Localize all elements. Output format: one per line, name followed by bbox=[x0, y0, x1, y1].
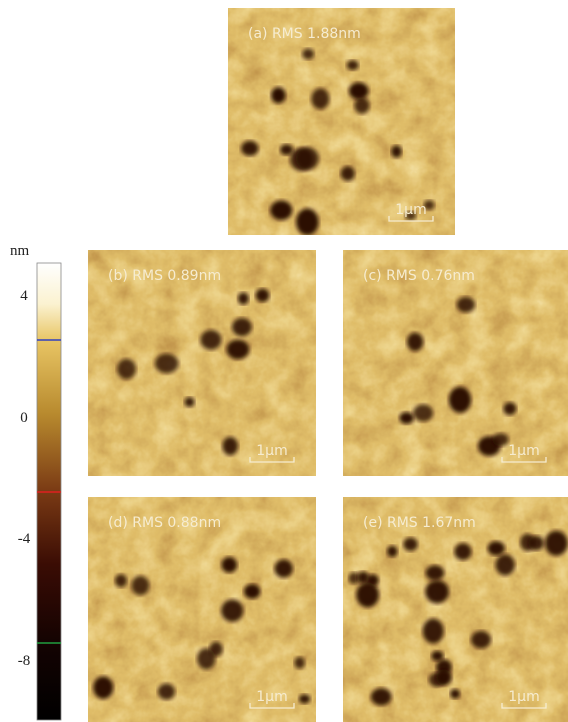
pit bbox=[423, 619, 444, 644]
pit bbox=[425, 580, 449, 603]
pit bbox=[155, 354, 179, 374]
panel-label: (b) RMS 0.89nm bbox=[108, 268, 221, 284]
pit bbox=[117, 359, 136, 380]
pit bbox=[274, 559, 292, 577]
pit bbox=[503, 402, 516, 415]
pit bbox=[221, 599, 243, 621]
pit bbox=[413, 404, 433, 421]
pit bbox=[349, 82, 369, 99]
scale-bar-label: 1μm bbox=[508, 689, 539, 705]
pit bbox=[158, 683, 175, 699]
colorbar-tick-label: 4 bbox=[20, 288, 28, 304]
pit bbox=[299, 694, 311, 703]
pit bbox=[407, 333, 424, 352]
panel-label: (c) RMS 0.76nm bbox=[363, 268, 475, 284]
pit bbox=[280, 144, 293, 155]
afm-panel: (c) RMS 0.76nm 1μm bbox=[343, 250, 568, 476]
pit bbox=[184, 397, 194, 407]
pit bbox=[387, 546, 398, 558]
pit bbox=[131, 576, 149, 596]
pit bbox=[200, 330, 221, 350]
pit bbox=[93, 676, 113, 699]
figure: nm 40-4-8 (a) RMS 1.88nm1μm(b) RMS 0.89n… bbox=[0, 0, 568, 722]
pit bbox=[357, 571, 369, 584]
pit bbox=[271, 87, 286, 103]
colorbar-ticks: 4 0 -4 -8 bbox=[18, 288, 31, 669]
pit bbox=[391, 145, 402, 157]
pit bbox=[244, 584, 261, 599]
pit bbox=[222, 437, 238, 456]
pit bbox=[545, 531, 568, 556]
pit bbox=[403, 537, 418, 551]
afm-panel: (d) RMS 0.88nm 1μm bbox=[88, 497, 316, 722]
pit bbox=[457, 297, 475, 313]
colorbar-tick-label: -8 bbox=[18, 653, 31, 669]
afm-panel: (e) RMS 1.67nm 1μm bbox=[343, 497, 568, 722]
pit bbox=[241, 141, 258, 156]
afm-texture bbox=[228, 8, 455, 235]
scale-bar-label: 1μm bbox=[395, 202, 426, 218]
colorbar-tick-label: 0 bbox=[20, 410, 28, 426]
panel-label: (d) RMS 0.88nm bbox=[108, 515, 221, 531]
pit bbox=[238, 292, 249, 304]
pit bbox=[356, 582, 379, 607]
pit bbox=[341, 166, 355, 181]
pit bbox=[399, 412, 414, 424]
pit bbox=[495, 554, 515, 575]
pit bbox=[302, 49, 314, 60]
scale-bar-label: 1μm bbox=[256, 443, 287, 459]
pit bbox=[270, 200, 292, 220]
pit bbox=[294, 657, 305, 669]
pit bbox=[226, 340, 249, 360]
pit bbox=[436, 669, 452, 685]
pit bbox=[471, 631, 491, 649]
pit bbox=[492, 433, 508, 446]
pit bbox=[115, 574, 127, 587]
scale-bar-label: 1μm bbox=[256, 689, 287, 705]
pit bbox=[354, 97, 369, 114]
pit bbox=[296, 208, 319, 235]
afm-panel: (a) RMS 1.88nm 1μm bbox=[228, 8, 455, 235]
panel-label: (a) RMS 1.88nm bbox=[248, 26, 361, 42]
pit bbox=[221, 557, 237, 573]
pit bbox=[449, 387, 471, 413]
pit bbox=[197, 648, 216, 669]
pit bbox=[256, 289, 270, 303]
pit bbox=[528, 536, 544, 551]
colorbar-unit: nm bbox=[10, 243, 30, 259]
pit bbox=[450, 689, 460, 699]
pit bbox=[311, 88, 329, 109]
pit bbox=[232, 318, 252, 336]
pit bbox=[371, 688, 392, 705]
scale-bar-label: 1μm bbox=[508, 443, 539, 459]
pit bbox=[347, 60, 359, 70]
pit bbox=[488, 541, 505, 555]
panel-label: (e) RMS 1.67nm bbox=[363, 515, 476, 531]
colorbar-tick-label: -4 bbox=[18, 531, 31, 547]
pit bbox=[296, 147, 319, 170]
afm-panel: (b) RMS 0.89nm 1μm bbox=[88, 250, 316, 476]
pit bbox=[426, 565, 445, 580]
pit bbox=[454, 543, 471, 560]
